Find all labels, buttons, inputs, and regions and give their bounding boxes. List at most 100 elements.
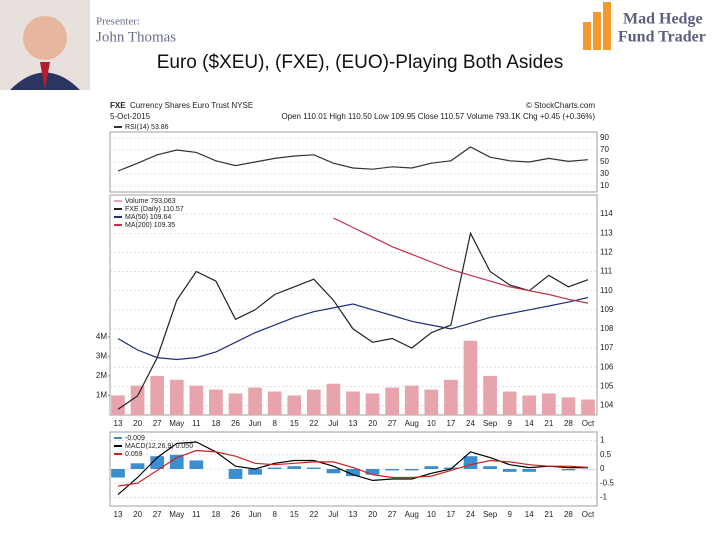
bar: [326, 469, 341, 474]
chart-source: © StockCharts.com: [526, 101, 595, 110]
bar: [228, 469, 243, 479]
bar: [111, 395, 125, 415]
x-tick-label: 15: [290, 419, 299, 428]
bar: [189, 460, 204, 469]
legend-label: MACD(12,26,9) 0.050: [125, 443, 193, 450]
y-tick-label: 105: [600, 381, 614, 390]
x-tick-label: Jul: [328, 510, 338, 519]
x-tick-label: 24: [466, 510, 475, 519]
series-line: [117, 449, 589, 487]
logo-text: Fund Trader: [618, 29, 706, 46]
y-tick-label: 1: [600, 436, 605, 445]
x-tick-label: Oct: [582, 419, 595, 428]
bar: [346, 469, 360, 477]
x-tick-label: 24: [466, 419, 475, 428]
chart-name: Currency Shares Euro Trust NYSE: [130, 101, 253, 110]
presenter-tie: [40, 62, 50, 90]
x-tick-label: 26: [231, 510, 240, 519]
bar: [365, 469, 380, 475]
presenter-name: John Thomas: [96, 29, 176, 45]
presenter-face: [23, 16, 67, 60]
x-tick-label: 10: [427, 419, 436, 428]
x-tick-label: Jun: [249, 510, 262, 519]
x-tick-label: 8: [272, 419, 277, 428]
bar: [444, 379, 458, 415]
x-tick-label: Sep: [483, 510, 498, 519]
y-tick-label: 114: [600, 209, 613, 218]
bar: [306, 389, 321, 415]
bar: [209, 389, 223, 415]
x-tick-label: 27: [153, 419, 162, 428]
x-tick-label: 27: [388, 419, 397, 428]
x-tick-label: 20: [368, 419, 377, 428]
x-tick-label: 11: [192, 510, 201, 519]
x-tick-label: 20: [368, 510, 377, 519]
y-tick-label: 113: [600, 228, 613, 237]
y2-tick-label: 3M: [96, 351, 107, 360]
y-tick-label: 104: [600, 401, 614, 410]
bar: [561, 397, 576, 415]
series-line: [117, 146, 589, 172]
bar: [228, 393, 243, 415]
legend-label: 0.059: [125, 451, 143, 458]
presenter-label: Presenter:: [96, 16, 140, 28]
bar: [248, 387, 262, 415]
logo-bar: [603, 2, 611, 50]
y-tick-label: 0.5: [600, 450, 612, 459]
bar: [111, 469, 125, 478]
x-tick-label: 20: [133, 419, 142, 428]
legend-label: Volume 793,063: [125, 198, 176, 205]
x-tick-label: 22: [309, 510, 318, 519]
bar: [189, 385, 204, 415]
bar: [404, 469, 419, 471]
bar: [424, 466, 439, 469]
legend-label: FXE (Daily) 110.57: [125, 206, 184, 213]
y-tick-label: 112: [600, 248, 613, 257]
bar: [267, 391, 282, 415]
y-tick-label: 30: [600, 169, 609, 178]
x-tick-label: 14: [525, 510, 534, 519]
bar: [169, 454, 184, 469]
y-tick-label: 106: [600, 362, 614, 371]
x-tick-label: 21: [544, 419, 553, 428]
x-tick-label: 17: [446, 419, 455, 428]
x-tick-label: 27: [388, 510, 397, 519]
x-tick-label: Aug: [405, 510, 419, 519]
bar: [306, 467, 321, 469]
y-tick-label: 108: [600, 324, 614, 333]
x-tick-label: Sep: [483, 419, 498, 428]
bar: [326, 383, 341, 415]
bar: [541, 393, 556, 415]
y-tick-label: -1: [600, 493, 608, 502]
y2-tick-label: 4M: [96, 332, 107, 341]
logo-icon: [583, 2, 611, 50]
bar: [346, 391, 360, 415]
chart-symbol: FXE: [110, 101, 126, 110]
x-tick-label: 15: [290, 510, 299, 519]
x-tick-label: 20: [133, 510, 142, 519]
bar: [424, 389, 439, 415]
y-tick-label: 70: [600, 145, 609, 154]
bar: [385, 469, 400, 471]
x-tick-label: 13: [349, 510, 358, 519]
bar: [248, 469, 262, 475]
bar: [483, 466, 497, 469]
legend-label: -0.009: [125, 435, 145, 442]
bar: [502, 469, 517, 472]
x-tick-label: Jun: [249, 419, 262, 428]
x-tick-label: 13: [114, 510, 123, 519]
logo-bar: [593, 12, 601, 50]
bar: [150, 375, 165, 415]
bar: [502, 391, 517, 415]
legend-label: MA(50) 109.64: [125, 214, 171, 221]
x-tick-label: 13: [114, 419, 123, 428]
x-tick-label: 8: [272, 510, 277, 519]
series-line: [333, 217, 589, 304]
y2-tick-label: 1M: [96, 391, 107, 400]
x-tick-label: Jul: [328, 419, 338, 428]
bar: [404, 385, 419, 415]
bar: [130, 463, 145, 469]
x-tick-label: 18: [211, 510, 220, 519]
x-tick-label: 11: [192, 419, 201, 428]
